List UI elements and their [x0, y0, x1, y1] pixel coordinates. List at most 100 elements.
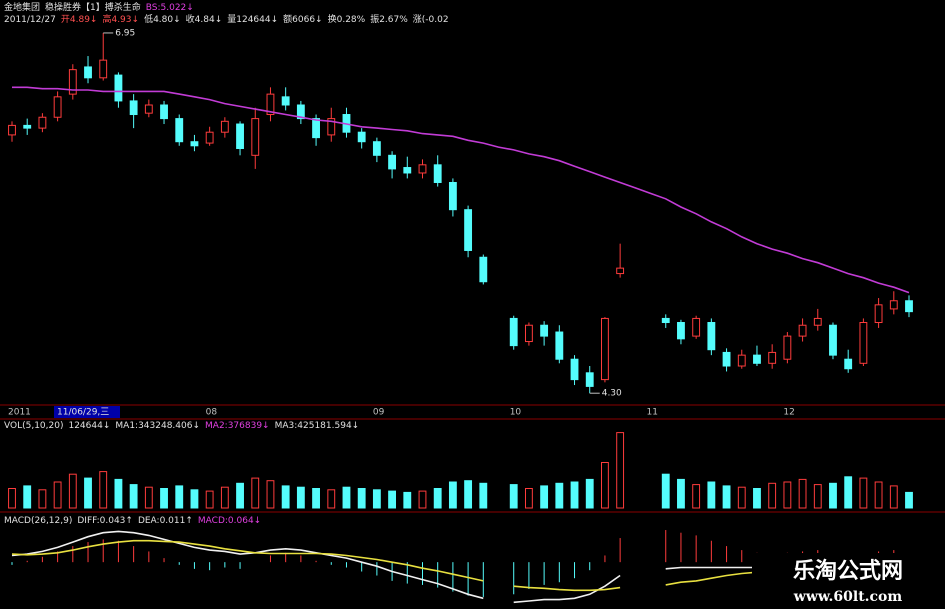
- candle-body: [707, 322, 716, 351]
- candle-body: [524, 324, 533, 343]
- header-item: 收4.84↓: [186, 13, 223, 25]
- candle-body: [251, 118, 260, 156]
- volume-bar: [388, 490, 397, 509]
- header-item: 振2.67%: [370, 13, 408, 25]
- header-item: 涨(-0.02: [413, 14, 449, 25]
- candle-body: [160, 104, 168, 120]
- candle-body: [433, 164, 442, 183]
- candle-body: [175, 118, 184, 143]
- volume-bar: [829, 482, 837, 509]
- candle-body: [114, 74, 123, 102]
- volume-bar: [53, 481, 62, 509]
- header-item: 高4.93↓: [102, 13, 139, 25]
- header-item: 额6066↓: [283, 13, 322, 25]
- volume-bar: [160, 488, 168, 509]
- volume-bar: [540, 485, 549, 509]
- volume-bar: [737, 486, 746, 509]
- volume-bar: [768, 482, 777, 509]
- candle-body: [768, 351, 777, 364]
- candle-body: [555, 331, 564, 360]
- watermark-box: [752, 553, 945, 609]
- candle-body: [509, 317, 518, 347]
- header-item: 开4.89↓: [61, 14, 98, 25]
- annotation: 4.30: [602, 389, 622, 399]
- x-tick-label: 12: [783, 408, 794, 418]
- candle-body: [479, 256, 488, 283]
- volume-bar: [570, 481, 579, 509]
- x-tick-label: 09: [373, 408, 385, 418]
- header-item: 低4.80↓: [144, 13, 181, 25]
- volume-bar: [114, 478, 123, 509]
- header-item: DIFF:0.043↑: [77, 516, 133, 526]
- header-item: MA1:343248.406↓: [115, 421, 200, 431]
- candle-body: [144, 104, 153, 114]
- candle-body: [99, 59, 108, 79]
- candle-body: [8, 124, 16, 136]
- candle-body: [129, 100, 138, 116]
- x-tick-label: 08: [206, 408, 218, 418]
- candle-body: [722, 351, 731, 367]
- volume-bar: [68, 473, 77, 509]
- ma-line: [12, 86, 910, 294]
- volume-bar: [312, 488, 320, 509]
- candle-body: [585, 372, 594, 387]
- volume-bar: [692, 484, 701, 509]
- volume-bar: [266, 480, 275, 509]
- header-line: MACD(26,12,9) DIFF:0.043↑ DEA:0.011↑ MACD:0…: [4, 516, 261, 526]
- candle-body: [53, 96, 62, 118]
- volume-bar: [403, 491, 412, 509]
- header-item: DEA:0.011↑: [138, 516, 193, 526]
- volume-bar: [448, 481, 457, 509]
- candle-body: [737, 354, 746, 367]
- volume-bar: [783, 481, 792, 509]
- candle-body: [889, 300, 898, 310]
- watermark-title: 乐淘公式网: [793, 558, 903, 584]
- header-item: 换0.28%: [328, 13, 366, 25]
- candle-body: [266, 93, 275, 116]
- candle-body: [859, 322, 868, 364]
- header-item: 量124644↓: [227, 14, 278, 25]
- candle-body: [874, 304, 883, 324]
- header-item: MACD:0.064↓: [198, 516, 261, 526]
- header-line: 金地集团 稳操胜券【1】搏杀生命 BS:5.022↓: [4, 1, 194, 13]
- volume-bar: [798, 478, 807, 509]
- candle-body: [296, 104, 305, 120]
- header-item: MACD(26,12,9): [4, 516, 72, 526]
- cursor-box: [54, 406, 120, 418]
- watermark-url: www.60lt.com: [793, 589, 903, 605]
- volume-bar: [236, 482, 244, 509]
- candle-body: [372, 141, 381, 156]
- candle-body: [661, 317, 670, 324]
- volume-bar: [753, 488, 761, 509]
- volume-bar: [38, 489, 47, 509]
- header-item: VOL(5,10,20): [4, 421, 63, 431]
- volume-bar: [84, 477, 92, 509]
- candle-body: [327, 118, 336, 136]
- candle-body: [601, 317, 609, 381]
- volume-bar: [99, 471, 108, 509]
- volume-bar: [524, 488, 533, 509]
- volume-bar: [190, 489, 199, 509]
- header-item: 金地集团: [4, 1, 40, 13]
- candle-body: [84, 66, 92, 79]
- header-item: 2011/12/27: [4, 15, 56, 25]
- volume-bar: [433, 488, 442, 509]
- volume-bar: [372, 489, 381, 509]
- header-item: 稳操胜券【1】搏杀生命: [45, 1, 141, 13]
- volume-bar: [555, 482, 564, 509]
- candle-body: [68, 69, 77, 95]
- volume-bar: [129, 484, 138, 509]
- candle-body: [813, 317, 822, 326]
- candle-body: [692, 317, 701, 337]
- volume-bar: [859, 477, 868, 509]
- volume-bar: [677, 478, 685, 509]
- candle-body: [23, 124, 32, 129]
- volume-bar: [616, 432, 625, 509]
- volume-bar: [844, 476, 853, 509]
- candle-body: [38, 116, 47, 129]
- volume-bar: [479, 482, 488, 509]
- volume-bar: [601, 462, 609, 509]
- candle-body: [403, 167, 412, 174]
